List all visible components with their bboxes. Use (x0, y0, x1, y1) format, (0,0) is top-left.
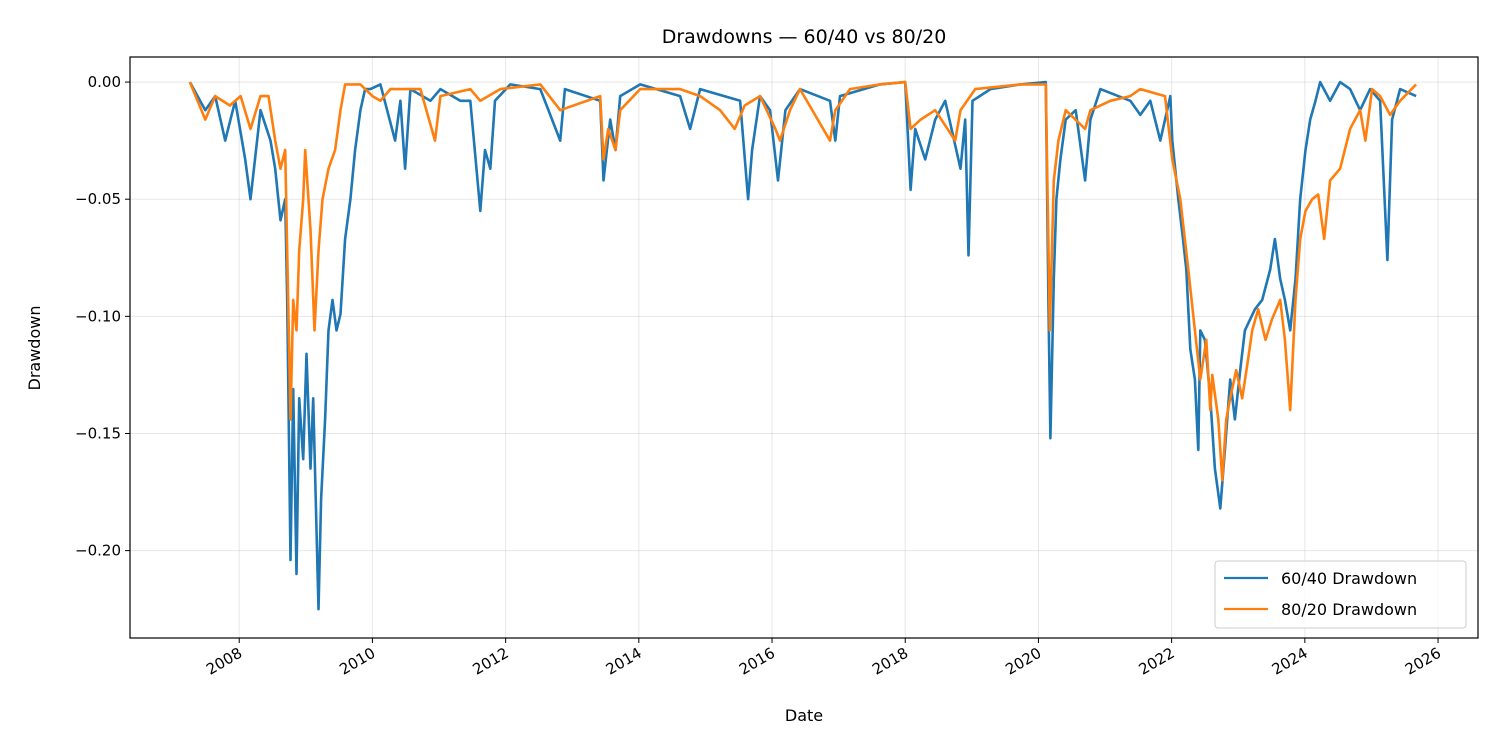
x-tick-label: 2020 (1002, 644, 1044, 679)
x-tick-label: 2010 (336, 644, 378, 679)
x-tick-label: 2016 (736, 644, 778, 679)
y-axis-ticks: 0.00 −0.05 −0.10 −0.15 −0.20 (75, 73, 130, 560)
x-axis-ticks: 2008 2010 2012 2014 2016 2018 2020 2022 2024 2026 (203, 638, 1444, 679)
x-tick-label: 2018 (869, 644, 911, 679)
x-axis-label: Date (785, 706, 823, 725)
x-tick-label: 2022 (1136, 644, 1178, 679)
grid (130, 57, 1478, 638)
y-tick-label: −0.20 (75, 542, 121, 560)
series-line-80-20 (188, 80, 1418, 482)
series-lines (188, 80, 1418, 611)
x-tick-label: 2014 (603, 644, 645, 679)
y-tick-label: 0.00 (88, 73, 121, 91)
x-tick-label: 2012 (470, 644, 512, 679)
chart-title: Drawdowns — 60/40 vs 80/20 (662, 26, 947, 48)
legend: 60/40 Drawdown 80/20 Drawdown (1214, 560, 1467, 629)
x-tick-label: 2024 (1269, 644, 1311, 679)
plot-frame (129, 56, 1479, 639)
y-axis-label: Drawdown (25, 306, 44, 391)
x-tick-label: 2008 (203, 644, 245, 679)
y-tick-label: −0.05 (75, 190, 121, 208)
x-tick-label: 2026 (1402, 644, 1444, 679)
legend-label-60-40: 60/40 Drawdown (1281, 569, 1417, 588)
legend-label-80-20: 80/20 Drawdown (1281, 600, 1417, 619)
y-tick-label: −0.15 (75, 424, 121, 442)
y-tick-label: −0.10 (75, 307, 121, 325)
series-line-60-40 (188, 80, 1417, 611)
legend-box (1214, 560, 1467, 629)
